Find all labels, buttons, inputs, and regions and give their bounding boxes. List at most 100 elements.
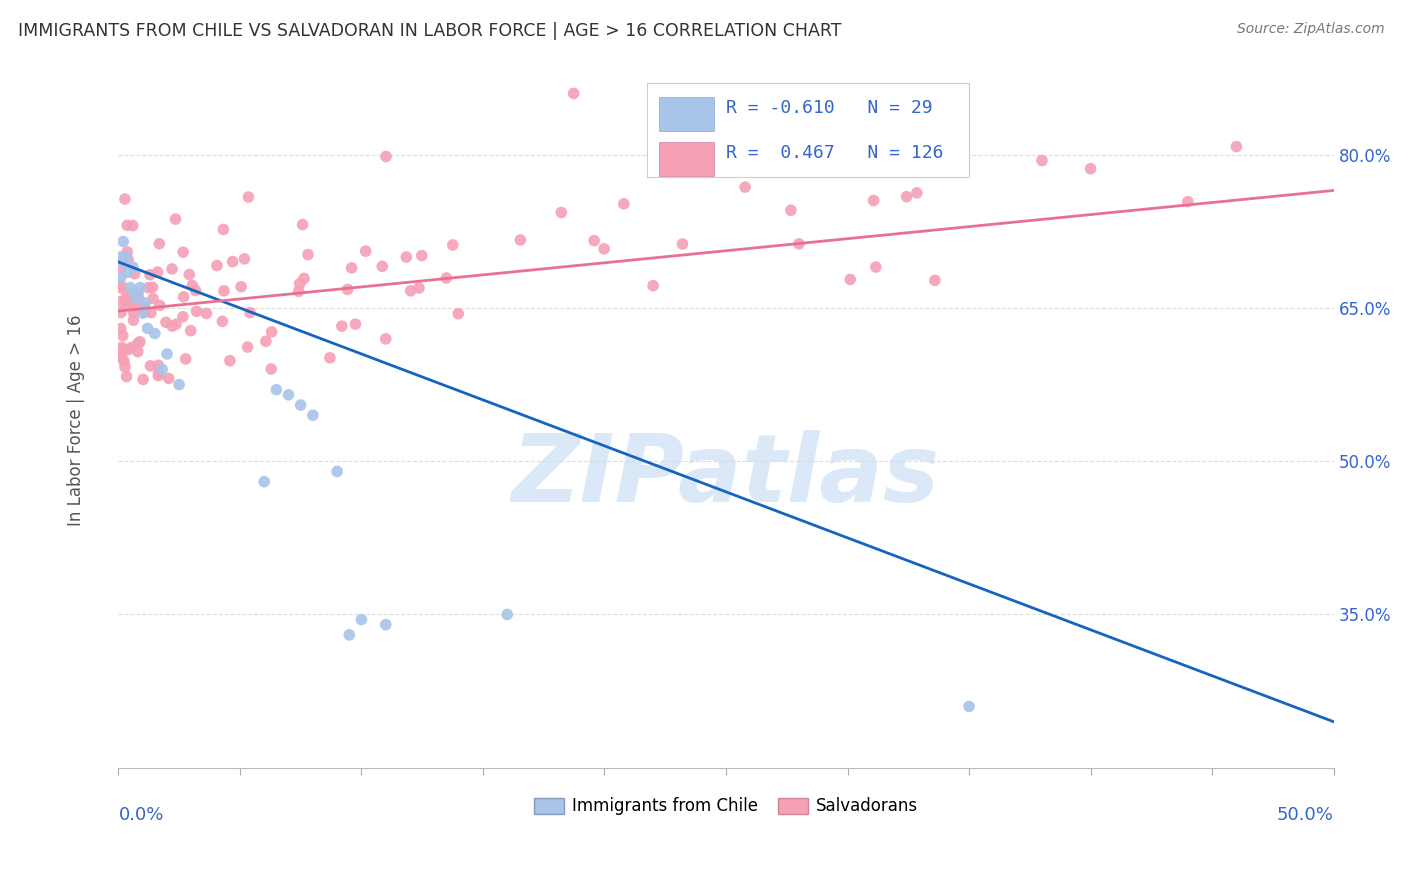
Point: [110, 305, 132, 319]
Point: [371, 260, 394, 274]
Point: [131, 306, 153, 320]
Point: [447, 307, 470, 321]
Point: [613, 196, 636, 211]
Point: [1031, 153, 1053, 168]
Point: [337, 628, 360, 642]
Point: [221, 254, 243, 268]
Point: [336, 282, 359, 296]
Point: [117, 252, 139, 267]
Point: [148, 368, 170, 383]
Point: [291, 218, 314, 232]
Point: [118, 286, 141, 301]
Point: [143, 326, 166, 341]
Point: [136, 321, 159, 335]
Point: [496, 607, 519, 622]
Point: [146, 265, 169, 279]
Point: [301, 409, 323, 423]
Point: [139, 306, 162, 320]
Point: [127, 336, 149, 351]
Point: [287, 285, 309, 299]
Point: [186, 304, 208, 318]
Text: Source: ZipAtlas.com: Source: ZipAtlas.com: [1237, 22, 1385, 37]
Point: [896, 189, 918, 203]
Point: [253, 475, 276, 489]
Point: [110, 294, 132, 309]
Point: [132, 300, 155, 314]
Point: [174, 351, 197, 366]
Text: 0.0%: 0.0%: [118, 805, 163, 824]
Point: [111, 282, 134, 296]
Point: [326, 465, 349, 479]
Point: [957, 699, 980, 714]
Point: [115, 369, 138, 384]
Point: [162, 319, 184, 334]
Point: [122, 260, 145, 274]
Point: [787, 236, 810, 251]
Point: [1225, 139, 1247, 153]
Point: [219, 353, 242, 368]
Point: [408, 281, 430, 295]
Point: [395, 250, 418, 264]
Point: [110, 348, 132, 362]
Point: [139, 359, 162, 373]
Point: [148, 358, 170, 372]
Point: [121, 219, 143, 233]
Point: [160, 262, 183, 277]
Point: [593, 242, 616, 256]
Point: [149, 298, 172, 312]
Point: [509, 233, 531, 247]
Point: [297, 247, 319, 261]
Point: [173, 290, 195, 304]
Point: [229, 279, 252, 293]
Point: [114, 359, 136, 374]
Point: [134, 304, 156, 318]
Point: [205, 259, 228, 273]
Point: [124, 291, 146, 305]
Point: [562, 87, 585, 101]
FancyBboxPatch shape: [659, 97, 714, 130]
Point: [117, 343, 139, 357]
Point: [111, 328, 134, 343]
Point: [374, 332, 396, 346]
Point: [441, 238, 464, 252]
Point: [148, 367, 170, 381]
Point: [155, 315, 177, 329]
Point: [211, 314, 233, 328]
Point: [114, 292, 136, 306]
Point: [172, 245, 194, 260]
Point: [122, 300, 145, 314]
Point: [128, 335, 150, 350]
Point: [344, 317, 367, 331]
Point: [905, 186, 928, 200]
Point: [110, 261, 132, 276]
Point: [254, 334, 277, 349]
Point: [157, 371, 180, 385]
Point: [292, 271, 315, 285]
Point: [121, 293, 143, 308]
Point: [277, 388, 299, 402]
Point: [375, 149, 398, 163]
Point: [233, 252, 256, 266]
Point: [354, 244, 377, 259]
Point: [127, 285, 149, 300]
Point: [165, 318, 187, 332]
Point: [434, 271, 457, 285]
Point: [124, 267, 146, 281]
Point: [122, 293, 145, 307]
Point: [181, 278, 204, 293]
Point: [399, 284, 422, 298]
FancyBboxPatch shape: [659, 143, 714, 176]
Text: ZIPatlas: ZIPatlas: [512, 430, 941, 522]
Point: [110, 348, 132, 362]
Point: [411, 249, 433, 263]
Point: [374, 617, 396, 632]
Point: [350, 613, 373, 627]
Text: R = -0.610   N = 29: R = -0.610 N = 29: [725, 99, 932, 117]
Point: [865, 260, 887, 274]
Point: [550, 205, 572, 219]
Point: [114, 250, 136, 264]
Point: [112, 343, 135, 357]
Point: [117, 244, 139, 259]
Point: [260, 362, 283, 376]
Point: [117, 265, 139, 279]
